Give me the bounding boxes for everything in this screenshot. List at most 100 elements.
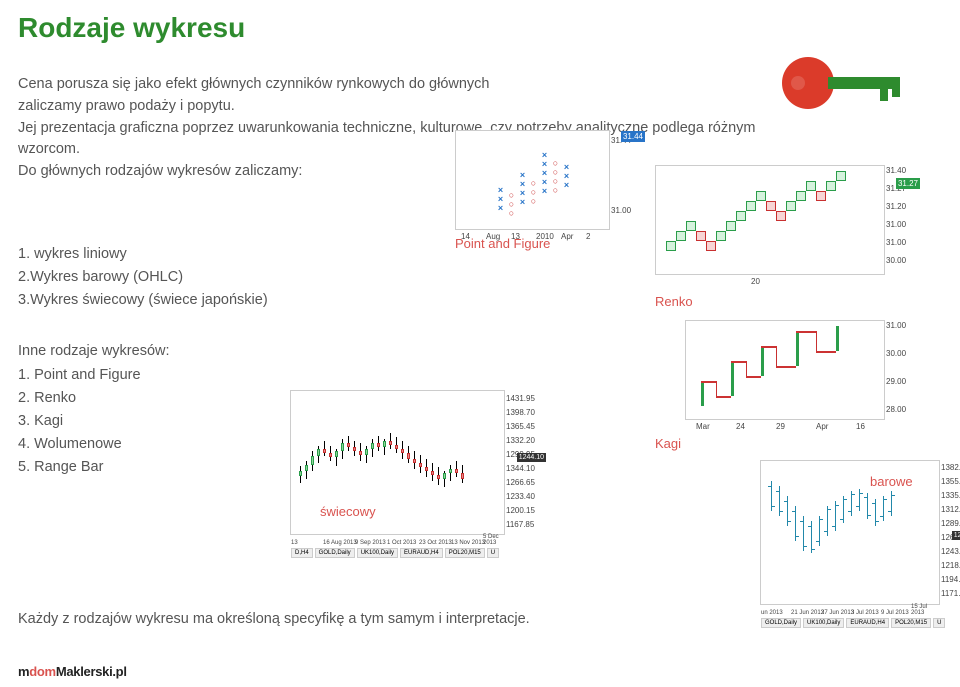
renko-box xyxy=(756,191,766,201)
x-tick: 15 Jul 2013 xyxy=(911,604,939,616)
kagi-segment xyxy=(761,346,776,348)
chart-tab[interactable]: EURAUD,H4 xyxy=(400,548,443,558)
y-tick: 1218.90 xyxy=(941,561,960,570)
y-tick: 31.00 xyxy=(611,206,641,215)
pnf-column: ○○○○ xyxy=(551,159,560,195)
chart-tab[interactable]: GOLD,Daily xyxy=(315,548,355,558)
chart-tab[interactable]: UK100,Daily xyxy=(803,618,844,628)
y-tick: 1200.15 xyxy=(506,506,544,515)
chart-tab[interactable]: POL20,M15 xyxy=(445,548,485,558)
bar-open-tick xyxy=(824,531,827,532)
footer-dom: dom xyxy=(29,664,56,679)
y-tick: 1365.45 xyxy=(506,422,544,431)
bar-close-tick xyxy=(868,515,871,516)
kagi-segment xyxy=(701,381,704,406)
bar-close-tick xyxy=(820,519,823,520)
list-item: 1. Point and Figure xyxy=(18,364,430,387)
swiecowy-label: świecowy xyxy=(320,504,376,519)
bar-close-tick xyxy=(780,511,783,512)
x-tick: Apr xyxy=(816,422,828,431)
price-badge: 1244.10 xyxy=(517,453,546,462)
y-tick: 1431.95 xyxy=(506,394,544,403)
pnf-column: ××××× xyxy=(540,151,549,196)
y-tick: 31.40 xyxy=(886,166,916,175)
bar-close-tick xyxy=(844,499,847,500)
y-tick: 31.20 xyxy=(886,202,916,211)
bar-open-tick xyxy=(864,497,867,498)
kagi-chart: 31.0030.0029.0028.00Mar2429Apr16 xyxy=(685,320,885,420)
chart-tab[interactable]: EURAUD,H4 xyxy=(846,618,889,628)
bar-close-tick xyxy=(892,495,895,496)
renko-box xyxy=(786,201,796,211)
bar-open-tick xyxy=(880,516,883,517)
ohlc-bar xyxy=(827,506,828,536)
ohlc-bar xyxy=(819,516,820,546)
list-item: 1. wykres liniowy xyxy=(18,243,430,266)
x-tick: 23 Oct 2013 xyxy=(419,540,452,546)
price-badge: 1243.30 xyxy=(952,531,960,540)
renko-box xyxy=(766,201,776,211)
y-tick: 1167.85 xyxy=(506,520,544,529)
bar-open-tick xyxy=(888,511,891,512)
kagi-segment xyxy=(731,361,746,363)
bar-close-tick xyxy=(788,521,791,522)
pnf-column: ○○○ xyxy=(507,191,516,218)
kagi-segment xyxy=(796,331,816,333)
bar-open-tick xyxy=(768,486,771,487)
y-tick: 1266.65 xyxy=(506,478,544,487)
bar-close-tick xyxy=(852,494,855,495)
x-tick: Apr xyxy=(561,232,573,241)
renko-box xyxy=(746,201,756,211)
key-icon xyxy=(780,55,900,111)
y-tick: 1243.30 xyxy=(941,547,960,556)
x-tick: 27 Jun 2013 xyxy=(821,610,854,616)
renko-box xyxy=(826,181,836,191)
chart-tab[interactable]: U xyxy=(933,618,945,628)
kagi-segment xyxy=(716,381,717,396)
kagi-segment xyxy=(776,366,796,368)
renko-box xyxy=(776,211,786,221)
pnf-column: ××× xyxy=(496,186,505,213)
renko-box xyxy=(736,211,746,221)
y-tick: 31.00 xyxy=(886,238,916,247)
bar-close-tick xyxy=(884,499,887,500)
chart-tabs: D,H4GOLD,DailyUK100,DailyEURAUD,H4POL20,… xyxy=(291,548,499,558)
pnf-label: Point and Figure xyxy=(455,236,550,251)
bar-close-tick xyxy=(812,549,815,550)
price-badge: 31.27 xyxy=(896,178,920,189)
bar-close-tick xyxy=(836,505,839,506)
bar-close-tick xyxy=(828,509,831,510)
x-tick: 9 Sep 2013 xyxy=(355,540,386,546)
kagi-segment xyxy=(716,396,731,398)
x-tick: 20 xyxy=(751,277,760,286)
bar-open-tick xyxy=(832,526,835,527)
kagi-label: Kagi xyxy=(655,436,681,451)
y-tick: 30.00 xyxy=(886,349,916,358)
footer-rest: Maklerski.pl xyxy=(56,664,127,679)
bar-open-tick xyxy=(848,511,851,512)
renko-box xyxy=(836,171,846,181)
other-list-title: Inne rodzaje wykresów: xyxy=(18,340,430,363)
bar-close-tick xyxy=(804,546,807,547)
chart-tab[interactable]: U xyxy=(487,548,499,558)
renko-box xyxy=(696,231,706,241)
chart-tab[interactable]: UK100,Daily xyxy=(357,548,398,558)
pnf-column: ××× xyxy=(562,163,571,190)
kagi-segment xyxy=(761,346,764,376)
x-tick: 16 Aug 2013 xyxy=(323,540,357,546)
chart-tab[interactable]: GOLD,Daily xyxy=(761,618,801,628)
page-title: Rodzaje wykresu xyxy=(0,0,960,44)
renko-box xyxy=(806,181,816,191)
bar-open-tick xyxy=(792,511,795,512)
chart-tab[interactable]: POL20,M15 xyxy=(891,618,931,628)
chart-tab[interactable]: D,H4 xyxy=(291,548,313,558)
bar-open-tick xyxy=(776,491,779,492)
x-tick: 24 xyxy=(736,422,745,431)
bar-close-tick xyxy=(860,493,863,494)
bar-open-tick xyxy=(816,541,819,542)
kagi-segment xyxy=(731,361,734,396)
para1: Cena porusza się jako efekt głównych czy… xyxy=(18,76,489,92)
y-tick: 30.00 xyxy=(886,256,916,265)
renko-box xyxy=(706,241,716,251)
bar-open-tick xyxy=(840,519,843,520)
